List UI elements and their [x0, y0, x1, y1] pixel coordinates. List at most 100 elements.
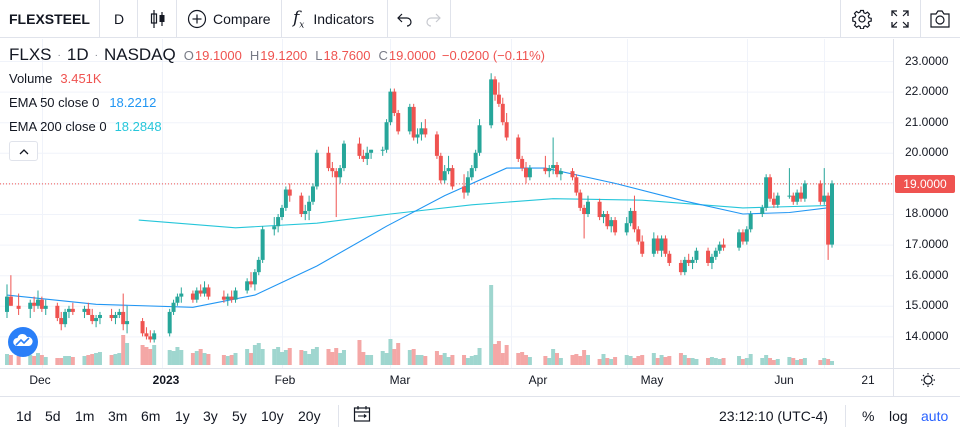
candle-body: [310, 186, 315, 202]
volume-bar: [97, 352, 102, 365]
price-tick-label: 23.0000: [905, 54, 949, 68]
toolbar-divider: [387, 0, 388, 38]
volume-bar: [500, 353, 505, 365]
volume-bar: [775, 359, 780, 365]
log-scale-button[interactable]: log: [889, 407, 908, 424]
volume-bar: [578, 356, 583, 365]
ema50-value: 18.2212: [109, 94, 157, 110]
tradingview-logo[interactable]: [8, 327, 38, 357]
candle-body: [601, 214, 606, 218]
candle-body: [63, 311, 68, 325]
volume-bar: [795, 360, 800, 365]
ema50-line: [6, 167, 833, 308]
candle-body: [388, 91, 393, 123]
candle-body: [802, 183, 807, 199]
candle-body: [380, 149, 385, 151]
candle-body: [16, 305, 21, 309]
auto-scale-button[interactable]: auto: [921, 407, 949, 424]
candle-body: [493, 79, 498, 95]
candle-body: [276, 217, 281, 227]
volume-bar: [442, 353, 447, 365]
range-10y-button[interactable]: 10y: [261, 407, 284, 424]
candle-body: [442, 171, 447, 181]
range-3m-button[interactable]: 3m: [108, 407, 128, 424]
redo-button[interactable]: [424, 0, 442, 38]
candle-body: [446, 168, 451, 172]
fullscreen-button[interactable]: [891, 0, 909, 38]
volume-bar: [582, 350, 587, 365]
volume-bar: [551, 349, 556, 365]
candle-body: [632, 210, 637, 230]
settings-button[interactable]: [852, 0, 872, 38]
camera-icon: [929, 10, 951, 28]
compare-button[interactable]: Compare: [187, 0, 271, 38]
volume-bar: [179, 350, 184, 365]
date-range-button[interactable]: [353, 397, 371, 433]
snapshot-button[interactable]: [929, 0, 951, 38]
volume-bar: [260, 349, 265, 365]
volume-bar: [764, 355, 769, 365]
candle-body: [551, 165, 556, 169]
price-chart[interactable]: 23.0000 22.0000 21.0000 20.0000 18.0000 …: [0, 39, 960, 396]
candle-body: [392, 91, 397, 114]
clock-time[interactable]: 23:12:10 (UTC-4): [719, 407, 828, 424]
legend-exchange: NASDAQ: [103, 45, 176, 64]
top-toolbar: FLEXSTEEL D Compare fx Indicators: [0, 0, 960, 38]
collapse-legend-button[interactable]: [9, 141, 38, 161]
range-1m-button[interactable]: 1m: [75, 407, 95, 424]
range-5y-button[interactable]: 5y: [232, 407, 247, 424]
legend-ticker: FLXS: [9, 45, 52, 64]
ema200-label: EMA 200 close 0: [9, 118, 107, 134]
indicators-button[interactable]: fx Indicators: [293, 0, 374, 38]
chevron-up-icon: [19, 142, 29, 160]
indicators-label: Indicators: [313, 11, 375, 27]
volume-bar: [787, 357, 792, 365]
volume-bar: [493, 344, 498, 365]
symbol-search-button[interactable]: FLEXSTEEL: [9, 0, 90, 38]
volume-bar: [721, 358, 726, 365]
volume-bar: [225, 356, 230, 365]
candle-body: [706, 250, 711, 263]
volume-bar: [663, 357, 668, 365]
range-3y-button[interactable]: 3y: [203, 407, 218, 424]
candle-body: [477, 125, 482, 153]
candle-body: [500, 103, 505, 123]
candle-body: [28, 302, 33, 309]
volume-bar: [310, 349, 315, 365]
volume-bar: [411, 349, 416, 365]
candle-body: [221, 296, 226, 300]
volume-bar: [655, 358, 660, 365]
percent-scale-button[interactable]: %: [862, 407, 875, 424]
chart-type-button[interactable]: [150, 0, 166, 38]
price-tick-label: 21.0000: [905, 115, 949, 129]
candle-body: [582, 207, 587, 214]
range-1d-button[interactable]: 1d: [16, 407, 32, 424]
range-5d-button[interactable]: 5d: [45, 407, 61, 424]
range-6m-button[interactable]: 6m: [141, 407, 161, 424]
candles-icon: [150, 9, 166, 29]
volume-bar: [516, 353, 521, 365]
volume-bar: [148, 349, 153, 365]
ema200-legend-row[interactable]: EMA 200 close 0 18.2848: [9, 114, 545, 138]
volume-bar: [190, 353, 195, 365]
candle-body: [144, 333, 149, 337]
range-20y-button[interactable]: 20y: [298, 407, 321, 424]
candle-body: [570, 171, 575, 178]
volume-legend-row[interactable]: Volume 3.451K: [9, 66, 545, 90]
candle-body: [465, 177, 470, 193]
candle-body: [8, 296, 13, 306]
candle-body: [636, 229, 641, 242]
range-1y-button[interactable]: 1y: [175, 407, 190, 424]
undo-button[interactable]: [396, 0, 414, 38]
candle-body: [415, 134, 420, 138]
interval-button[interactable]: D: [114, 0, 124, 38]
legend-dot: ·: [94, 49, 98, 61]
time-tick-label: Feb: [275, 373, 296, 387]
ema50-legend-row[interactable]: EMA 50 close 0 18.2212: [9, 90, 545, 114]
volume-bar: [392, 349, 397, 365]
undo-icon: [396, 11, 414, 27]
price-axis: 23.0000 22.0000 21.0000 20.0000 18.0000 …: [905, 54, 949, 343]
time-tick-label: 2023: [153, 373, 180, 387]
volume-bar: [473, 355, 478, 365]
legend-dot: ·: [57, 49, 61, 61]
